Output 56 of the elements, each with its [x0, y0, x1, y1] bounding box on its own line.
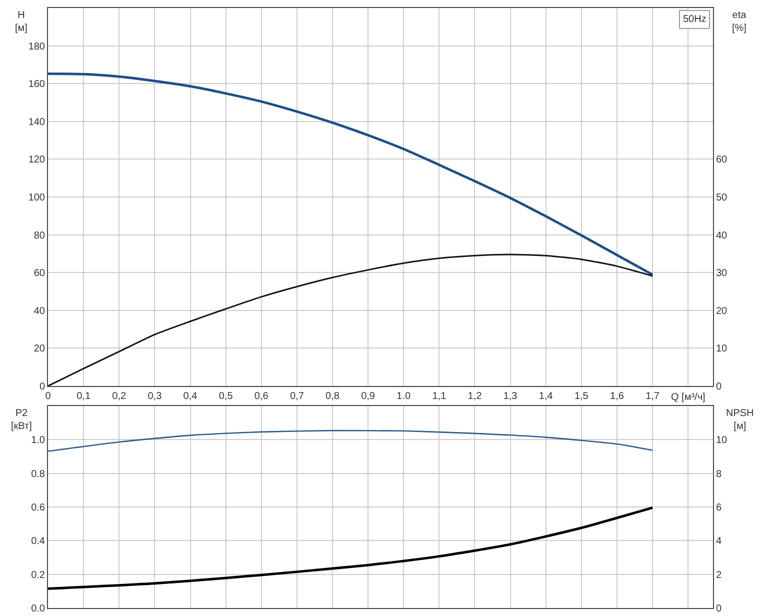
x-tick-label: 1,3: [503, 391, 518, 402]
x-tick-label: 0,5: [218, 391, 234, 402]
y-tick-label: 0.4: [31, 536, 46, 548]
y2-tick-label: 40: [716, 230, 728, 242]
y2-tick-label: 30: [716, 268, 728, 280]
x-axis-title: Q [м³/ч]: [671, 392, 706, 403]
y-tick-label: 20: [34, 344, 46, 355]
y-tick-label: 60: [34, 268, 46, 280]
y2-tick-label: 10: [716, 435, 728, 446]
x-tick-label: 0,7: [290, 391, 304, 402]
line-series: [48, 430, 654, 452]
y-tick-label: 40: [34, 306, 46, 317]
y-tick-label: 0.6: [31, 502, 46, 514]
x-tick-label: 1,1: [432, 391, 447, 402]
y-axis-title: P2 [кВт]: [11, 408, 32, 432]
x-tick-label: 1,2: [468, 391, 482, 402]
y-tick-label: 100: [28, 192, 46, 204]
y2-tick-label: 60: [716, 154, 728, 166]
x-tick-label: 1,6: [610, 391, 624, 402]
y-tick-label: 0.0: [31, 604, 46, 614]
x-tick-label: 1.0: [396, 391, 411, 402]
y-tick-label: 180: [28, 41, 46, 52]
x-tick-label: 0,1: [76, 391, 91, 402]
x-tick-label: 1,4: [538, 391, 554, 402]
y-tick-label: 0: [39, 382, 46, 392]
y-tick-label: 0.8: [31, 468, 46, 480]
x-tick-label: 0,2: [112, 391, 127, 402]
y2-tick-label: 0: [716, 382, 722, 392]
y2-tick-label: 50: [716, 192, 728, 204]
y-tick-label: 140: [28, 116, 46, 128]
x-tick-label: 0,3: [148, 391, 162, 402]
y2-tick-label: 6: [716, 502, 722, 514]
y2-tick-label: 20: [716, 306, 728, 317]
y-tick-label: 1.0: [31, 435, 46, 446]
x-tick-label: 1,5: [574, 391, 589, 402]
annotation: 50Hz: [683, 14, 706, 25]
y2-tick-label: 4: [716, 536, 722, 548]
line-series: [48, 506, 654, 590]
y-tick-label: 0.2: [31, 570, 46, 581]
y2-axis-title: eta [%]: [732, 10, 747, 34]
x-tick-label: 0,9: [361, 391, 376, 402]
y2-axis-title: NPSH [м]: [726, 408, 754, 432]
y-tick-label: 120: [28, 154, 46, 166]
y2-tick-label: 0: [716, 604, 722, 614]
line-series: [48, 72, 654, 276]
x-tick-label: 0,8: [326, 391, 340, 402]
x-tick-label: 1,7: [646, 391, 660, 402]
y-tick-label: 160: [28, 79, 46, 90]
y2-tick-label: 10: [716, 344, 728, 355]
y2-tick-label: 2: [716, 570, 722, 581]
x-tick-label: 0,4: [183, 391, 198, 402]
x-tick-label: 0,6: [254, 391, 269, 402]
line-series: [48, 254, 654, 386]
y-tick-label: 80: [34, 230, 46, 242]
y-axis-title: H [м]: [15, 10, 28, 34]
y2-tick-label: 8: [716, 468, 722, 480]
